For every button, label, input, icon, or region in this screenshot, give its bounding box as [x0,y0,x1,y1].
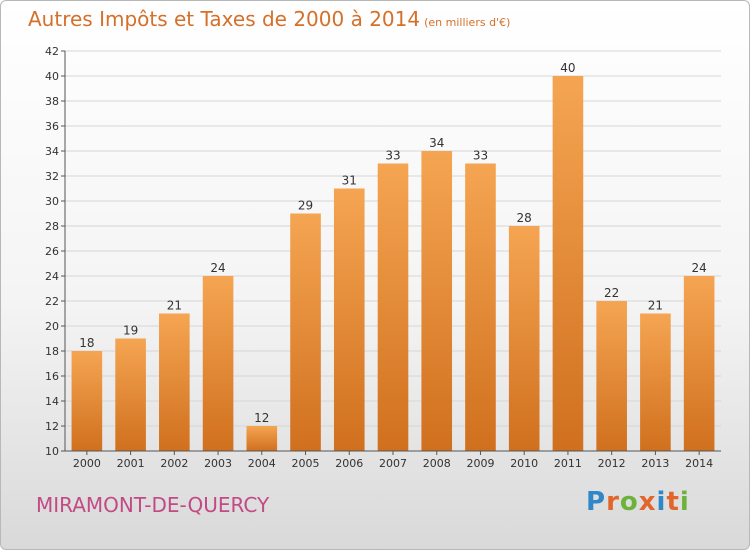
bars: 18 19 21 24 12 29 31 33 34 33 28 40 22 21 24 [71,61,715,451]
x-tick-label: 2000 [73,457,101,470]
data-label: 18 [79,336,94,350]
y-tick-label: 30 [45,195,59,208]
logo-letter: i [656,487,667,517]
y-tick-label: 24 [45,270,59,283]
data-label: 34 [429,136,444,150]
y-tick-label: 32 [45,170,59,183]
x-tick-label: 2003 [204,457,232,470]
data-label: 24 [691,261,706,275]
x-tick-label: 2005 [292,457,320,470]
x-tick-label: 2014 [685,457,713,470]
bar-2000 [71,351,103,451]
y-tick-label: 10 [45,445,59,458]
bar-2002 [159,313,190,451]
y-tick-label: 12 [45,420,59,433]
y-tick-label: 42 [45,45,59,58]
data-label: 22 [604,286,619,300]
bar-2011 [552,76,584,451]
y-tick-label: 38 [45,95,59,108]
y-axis: 10 12 14 16 18 20 22 24 26 28 30 32 34 36 38 40 42 [45,45,66,458]
x-tick-label: 2006 [335,457,363,470]
x-tick-label: 2013 [641,457,669,470]
data-label: 33 [385,149,400,163]
data-label: 33 [473,149,488,163]
data-label: 21 [648,299,663,313]
y-tick-label: 40 [45,70,59,83]
bar-2001 [115,338,146,451]
y-tick-label: 16 [45,370,59,383]
data-label: 19 [123,324,138,338]
bar-2009 [465,163,496,451]
y-tick-label: 28 [45,220,59,233]
x-axis: 2000 2001 2002 2003 2004 2005 2006 2007 2008 2009… [65,450,721,470]
y-tick-label: 36 [45,120,59,133]
y-tick-label: 20 [45,320,59,333]
data-label: 40 [560,61,575,75]
proxiti-logo[interactable]: Proxiti [586,487,690,517]
data-label: 24 [210,261,225,275]
y-tick-label: 22 [45,295,59,308]
data-label: 12 [254,411,269,425]
x-tick-label: 2009 [466,457,494,470]
logo-letter: P [586,487,607,517]
bar-2006 [333,188,365,451]
bar-2007 [377,163,409,451]
commune-name: MIRAMONT-DE-QUERCY [36,493,270,517]
x-tick-label: 2008 [423,457,451,470]
data-label: 21 [167,299,182,313]
bar-2005 [290,213,321,451]
bar-2012 [596,301,627,451]
chart-title-text: Autres Impôts et Taxes de 2000 à 2014 [28,7,421,31]
chart-unit: (en milliers d'€) [424,16,511,29]
x-tick-label: 2007 [379,457,407,470]
x-tick-label: 2004 [248,457,276,470]
data-label: 28 [517,211,532,225]
logo-letter: o [619,487,639,517]
y-tick-label: 14 [45,395,59,408]
logo-letter: i [679,487,690,517]
x-tick-label: 2002 [160,457,188,470]
data-label: 29 [298,199,313,213]
x-tick-label: 2010 [510,457,538,470]
logo-letter: x [638,487,657,517]
logo-letter: r [606,487,620,517]
data-label: 31 [342,174,357,188]
bar-2013 [640,313,671,451]
x-tick-label: 2001 [117,457,145,470]
bar-2004 [246,426,278,451]
x-tick-label: 2012 [598,457,626,470]
bar-2008 [421,151,453,451]
x-tick-label: 2011 [554,457,582,470]
y-tick-label: 26 [45,245,59,258]
logo-letter: t [666,487,680,517]
chart-title: Autres Impôts et Taxes de 2000 à 2014 (en… [28,7,510,31]
y-tick-label: 34 [45,145,59,158]
bar-2010 [508,226,540,451]
bar-2014 [683,276,715,451]
bar-2003 [202,276,234,451]
y-tick-label: 18 [45,345,59,358]
